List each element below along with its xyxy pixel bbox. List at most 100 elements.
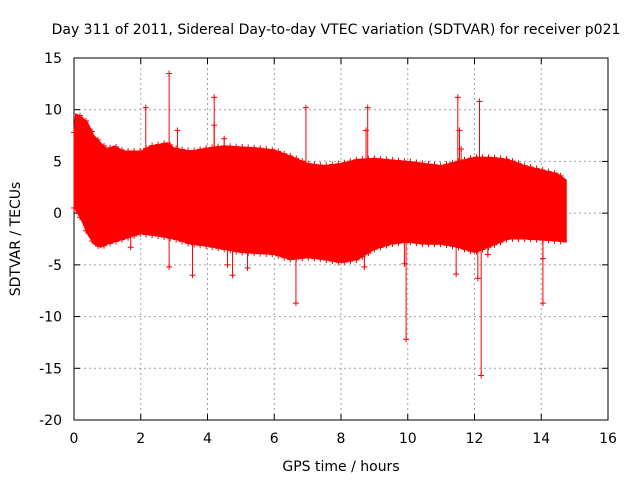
edge-point-marker [413, 240, 420, 247]
edge-point-marker [197, 242, 204, 249]
edge-point-marker [431, 241, 438, 248]
edge-point-marker [515, 160, 522, 167]
edge-point-marker [107, 144, 114, 151]
edge-point-marker [497, 155, 504, 162]
x-tick-label: 2 [136, 431, 145, 447]
edge-point-marker [509, 158, 516, 165]
edge-point-marker [425, 241, 432, 248]
edge-point-marker [365, 250, 372, 257]
edge-point-marker [281, 254, 288, 261]
y-tick-label: 10 [44, 103, 62, 119]
edge-point-marker [89, 238, 96, 245]
edge-point-marker [545, 168, 552, 175]
edge-point-marker [551, 170, 558, 177]
edge-point-marker [179, 146, 186, 153]
edge-point-marker [503, 156, 510, 163]
edge-point-marker [233, 248, 240, 255]
edge-point-marker [389, 241, 396, 248]
axis-ticks: 0 2 4 6 8 10 12 14 16 -20 -15 -10 -5 0 5 10 15 [39, 51, 617, 447]
outlier-point [142, 104, 149, 149]
edge-point-marker [245, 144, 252, 151]
outlier-point [364, 104, 371, 159]
edge-point-marker [275, 148, 282, 155]
edge-point-marker [431, 161, 438, 168]
edge-point-marker [551, 237, 558, 244]
edge-point-marker [299, 158, 306, 165]
x-tick-label: 16 [599, 431, 617, 447]
y-tick-label: 15 [44, 51, 62, 67]
x-tick-label: 12 [466, 431, 484, 447]
edge-point-marker [167, 235, 174, 242]
data-series-p021 [71, 70, 567, 379]
edge-point-marker [287, 256, 294, 263]
edge-point-marker [317, 256, 324, 263]
edge-point-marker [269, 146, 276, 153]
edge-point-marker [215, 143, 222, 150]
edge-point-marker [245, 249, 252, 256]
edge-point-marker [521, 236, 528, 242]
edge-point-marker [287, 153, 294, 160]
edge-point-marker [227, 143, 234, 150]
x-axis-label: GPS time / hours [282, 459, 399, 475]
x-tick-label: 0 [70, 431, 79, 447]
grid-lines [74, 58, 608, 420]
edge-point-marker [161, 140, 168, 147]
data-band-p021 [73, 113, 567, 264]
edge-point-marker [239, 249, 246, 256]
edge-point-marker [479, 154, 486, 161]
edge-point-marker [149, 142, 156, 149]
outlier-point [456, 127, 463, 162]
edge-point-marker [557, 172, 564, 179]
edge-point-marker [419, 240, 426, 247]
x-tick-label: 10 [399, 431, 417, 447]
edge-point-marker [125, 148, 132, 155]
edge-point-marker [137, 148, 144, 155]
edge-point-marker [263, 251, 270, 258]
edge-point-marker [395, 240, 402, 247]
edge-point-marker [209, 144, 216, 151]
edge-point-marker [95, 243, 102, 250]
edge-point-marker [443, 161, 450, 168]
edge-point-marker [299, 255, 306, 262]
edge-point-marker [167, 141, 174, 148]
edge-point-marker [533, 165, 540, 172]
outlier-point [539, 240, 546, 307]
edge-point-marker [119, 147, 126, 154]
chart-title: Day 311 of 2011, Sidereal Day-to-day VTE… [52, 22, 621, 38]
edge-point-marker [497, 239, 504, 246]
outlier-point [363, 127, 370, 159]
edge-point-marker [395, 157, 402, 164]
edge-point-marker [449, 243, 456, 250]
edge-point-marker [335, 160, 342, 167]
edge-point-marker [479, 246, 486, 253]
edge-point-marker [131, 148, 138, 155]
outlier-point [174, 127, 181, 149]
edge-point-marker [251, 144, 258, 151]
edge-point-marker [491, 241, 498, 248]
edge-point-marker [257, 250, 264, 257]
edge-point-marker [71, 204, 77, 211]
edge-point-marker [89, 128, 96, 135]
edge-point-marker [437, 241, 444, 248]
edge-point-marker [161, 234, 168, 241]
outlier-point [454, 94, 461, 162]
outlier-point [476, 98, 483, 158]
edge-point-marker [329, 258, 336, 265]
edge-point-marker [179, 238, 186, 245]
edge-point-marker [107, 240, 114, 247]
edge-point-marker [353, 256, 360, 263]
outlier-point [302, 104, 309, 163]
edge-point-marker [533, 236, 540, 243]
edge-point-marker [557, 238, 564, 245]
edge-point-marker [467, 155, 474, 162]
y-tick-label: -10 [39, 310, 62, 326]
edge-point-marker [371, 246, 378, 253]
edge-point-marker [509, 236, 516, 242]
edge-point-marker [197, 146, 204, 153]
edge-point-marker [311, 255, 318, 262]
edge-point-marker [323, 162, 330, 169]
edge-point-marker [473, 154, 480, 161]
outlier-point [127, 236, 134, 251]
edge-point-marker [173, 236, 180, 243]
edge-point-marker [545, 237, 552, 244]
